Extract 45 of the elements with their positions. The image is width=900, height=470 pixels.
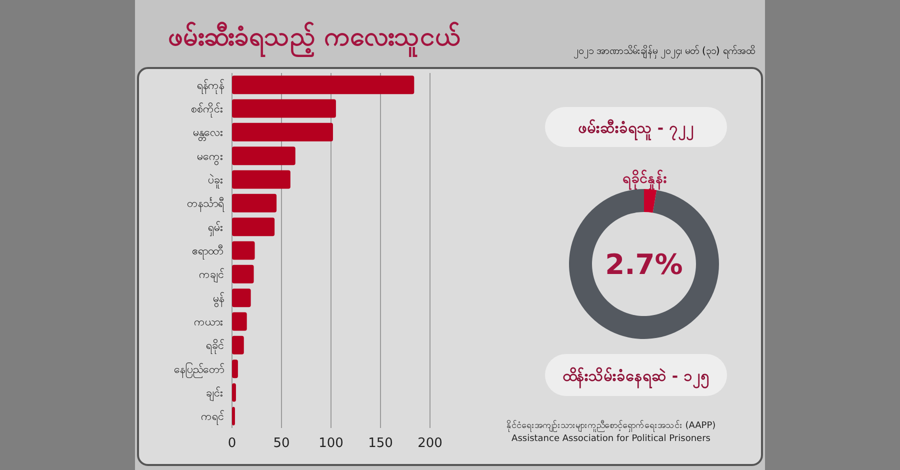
bar xyxy=(232,288,251,308)
y-tick-label: မွန် xyxy=(213,292,224,307)
text: ဖမ်းဆီးခံရသူ - ၇၂၂ xyxy=(578,118,694,141)
y-tick-label: ရန်ကုန် xyxy=(197,78,224,94)
donut-slice xyxy=(644,189,657,213)
y-tick-label: ကချင် xyxy=(199,268,224,284)
text: 2.7% xyxy=(605,248,683,281)
bar xyxy=(232,194,277,212)
text: ထိန်းသိမ်းခံနေရဆဲ - ၁၂၅ xyxy=(562,366,710,389)
chart-title: ရခိုင်နှုန်း xyxy=(622,170,668,190)
y-tick-label: စစ်ကိုင်း xyxy=(191,102,224,118)
y-tick-label: ချင်း xyxy=(206,386,224,402)
text: နိုင်ငံရေးအကျဉ်းသားများကူညီစောင့်ရှောက်ရေးအသင်း (AAPP) xyxy=(506,420,716,432)
y-tick-label: ရှမ်း xyxy=(208,220,224,236)
bar xyxy=(232,122,333,142)
bar xyxy=(232,383,236,402)
bar xyxy=(232,99,336,118)
y-tick-label: မန္တလေး xyxy=(193,126,224,142)
y-tick-label: ရခိုင် xyxy=(206,339,224,354)
bar xyxy=(232,170,290,189)
bar xyxy=(232,312,247,331)
bar xyxy=(232,146,296,166)
y-tick-label: နေပြည်တော် xyxy=(174,362,224,378)
bar xyxy=(232,264,254,284)
bar xyxy=(232,241,255,260)
chart-title: ဖမ်းဆီးခံရသည့် ကလေးသူငယ် xyxy=(168,21,462,58)
x-tick-label: 150 xyxy=(368,436,393,451)
text: Assistance Association for Political Prisoners xyxy=(512,434,711,444)
y-tick-label: တနင်္သာရီ xyxy=(187,197,225,212)
bar xyxy=(232,336,244,354)
y-tick-label: ကယား xyxy=(194,316,224,328)
bar xyxy=(232,406,235,426)
x-tick-label: 50 xyxy=(273,436,290,451)
x-tick-label: 200 xyxy=(418,436,442,451)
y-tick-label: မကွေး xyxy=(197,150,224,165)
bar xyxy=(232,76,414,94)
chart-subtitle: ၂၀၂၁ အာဏာသိမ်းချိန်မှ ၂၀၂၄၊ မတ် (၃၁) ရက်အထိ xyxy=(573,44,755,59)
bar xyxy=(232,360,238,378)
y-tick-label: ပဲခူး xyxy=(208,174,224,188)
donut-slice xyxy=(569,189,719,339)
x-tick-label: 0 xyxy=(228,436,236,451)
y-tick-label: ဧရာဝတီ xyxy=(192,244,224,260)
y-tick-label: ကရင် xyxy=(201,410,224,426)
x-tick-label: 100 xyxy=(318,436,344,451)
bar xyxy=(232,218,275,236)
